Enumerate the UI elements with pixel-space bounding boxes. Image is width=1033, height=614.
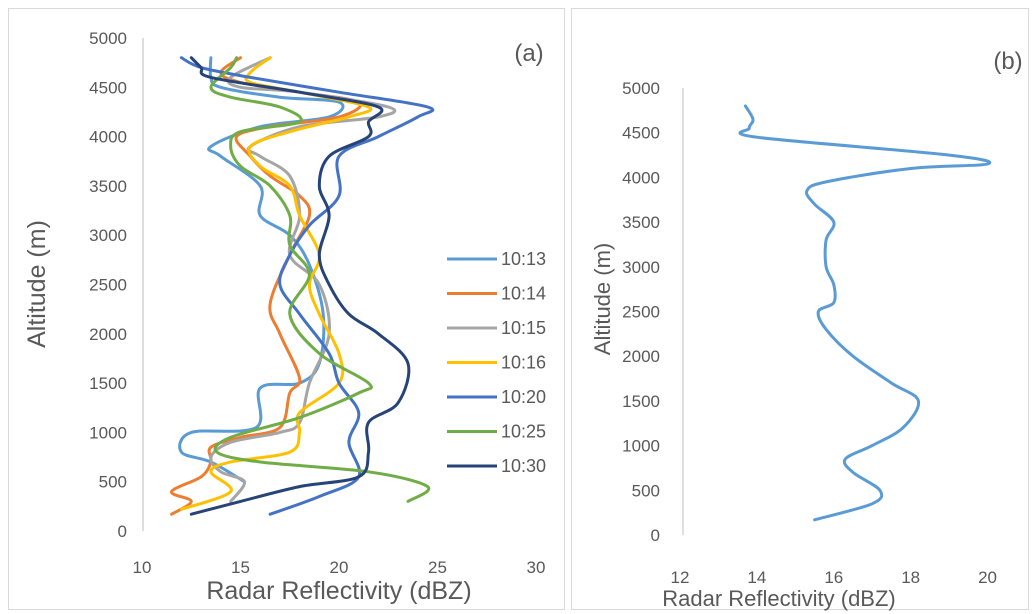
series-line-1020 (179, 56, 435, 516)
x-tick-label: 10 (133, 558, 152, 577)
y-tick-label: 4000 (89, 128, 127, 147)
chart-panel-b: 0 500 1000 1500 2000 2500 3000 3500 4000 4500 5000… (571, 8, 1029, 611)
series-line-1030 (189, 56, 411, 516)
y-tick-label: 3500 (89, 177, 127, 196)
panel-label: (b) (993, 48, 1022, 75)
y-axis-title: Altitude (m) (23, 220, 51, 348)
legend-label: 10:30 (501, 456, 546, 476)
x-axis-title: Radar Reflectivity (dBZ) (206, 577, 471, 605)
y-tick-label: 1500 (622, 392, 660, 411)
x-axis-title: Radar Reflectivity (dBZ) (662, 586, 896, 611)
y-tick-label: 4000 (622, 168, 660, 187)
x-tick-label: 30 (527, 558, 546, 577)
y-tick-label: 3500 (622, 213, 660, 232)
x-tick-label: 16 (824, 568, 843, 587)
x-tick-label: 20 (330, 558, 349, 577)
series-line-1013 (178, 56, 345, 484)
y-tick-label: 0 (651, 526, 660, 545)
y-tick-label: 1000 (622, 437, 660, 456)
x-tick-label: 18 (901, 568, 920, 587)
y-tick-label: 500 (99, 473, 127, 492)
x-tick-label: 15 (231, 558, 250, 577)
x-tick-label: 12 (671, 568, 690, 587)
y-tick-label: 5000 (89, 29, 127, 48)
y-tick-label: 5000 (622, 79, 660, 98)
y-tick-label: 3000 (622, 258, 660, 277)
y-tick-label: 2000 (622, 347, 660, 366)
chart-b-svg: 0 500 1000 1500 2000 2500 3000 3500 4000 4500 5000… (590, 48, 1023, 611)
y-tick-label: 2000 (89, 325, 127, 344)
y-tick-label: 500 (632, 481, 660, 500)
x-tick-label: 14 (747, 568, 766, 587)
y-axis-title: Altitude (m) (590, 243, 615, 355)
series-line-1025 (209, 56, 431, 503)
y-tick-label: 1500 (89, 374, 127, 393)
y-tick-label: 1000 (89, 423, 127, 442)
legend-label: 10:25 (501, 422, 546, 442)
y-tick-label: 4500 (89, 78, 127, 97)
chart-panel-a: 0 500 1000 1500 2000 2500 3000 3500 4000 4500 5000… (8, 8, 565, 610)
legend-label: 10:13 (501, 249, 546, 269)
y-tick-label: 0 (118, 522, 127, 541)
y-tick-label: 3000 (89, 226, 127, 245)
legend-label: 10:15 (501, 318, 546, 338)
legend-label: 10:20 (501, 387, 546, 407)
y-tick-label: 4500 (622, 124, 660, 143)
legend-label: 10:16 (501, 353, 546, 373)
series-line (738, 104, 992, 522)
chart-a-svg: 0 500 1000 1500 2000 2500 3000 3500 4000 4500 5000… (23, 29, 546, 605)
panel-label: (a) (514, 40, 543, 67)
y-tick-label: 2500 (622, 303, 660, 322)
legend-label: 10:14 (501, 284, 546, 304)
x-tick-label: 20 (978, 568, 997, 587)
y-tick-label: 2500 (89, 276, 127, 295)
x-tick-label: 25 (428, 558, 447, 577)
